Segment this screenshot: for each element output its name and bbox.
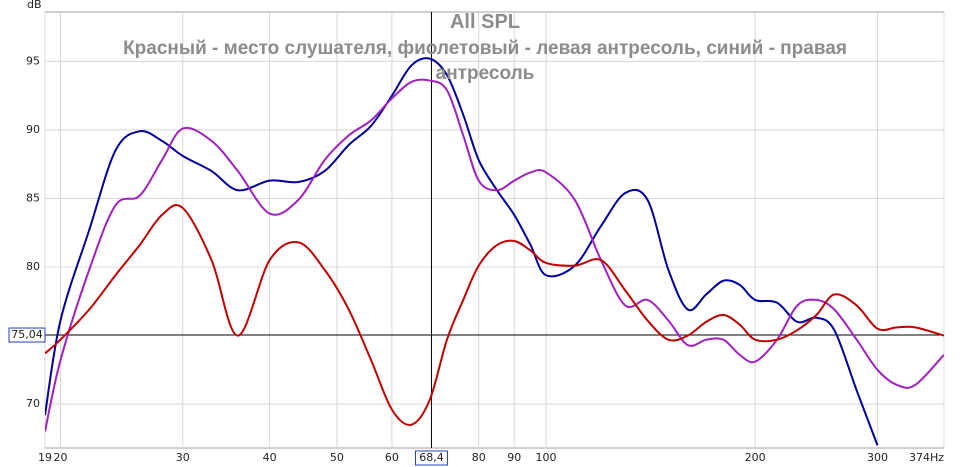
x-tick-label: 90 <box>507 451 521 464</box>
x-tick-label: 80 <box>472 451 486 464</box>
y-axis-label: dB <box>27 0 42 11</box>
x-tick-label: 30 <box>176 451 190 464</box>
plot-area <box>44 11 945 449</box>
cursor-label-box <box>414 450 448 466</box>
cursor-x-label: 68,4 <box>419 451 444 464</box>
y-tick-label: 70 <box>26 397 40 410</box>
x-tick-label: 20 <box>53 451 67 464</box>
y-tick-label: 85 <box>26 191 40 204</box>
x-tick-label: 374Hz <box>909 451 944 464</box>
chart-title: All SPL <box>449 11 520 33</box>
cursor-y-label: 75,04 <box>11 328 43 341</box>
x-tick-label: 200 <box>745 451 766 464</box>
x-tick-label: 40 <box>263 451 277 464</box>
series-line <box>45 78 944 432</box>
chart-subtitle: Красный - место слушателя, фиолетовый - … <box>123 38 847 84</box>
x-tick-label: 60 <box>385 451 399 464</box>
series-line <box>45 204 944 426</box>
x-tick-label: 300 <box>867 451 888 464</box>
x-tick-label: 19 <box>38 451 52 464</box>
y-tick-label: 90 <box>26 123 40 136</box>
y-tick-label: 80 <box>26 260 40 273</box>
cursor-label-box <box>8 327 46 343</box>
x-tick-label: 100 <box>536 451 557 464</box>
series-line <box>45 57 879 446</box>
x-tick-label: 50 <box>330 451 344 464</box>
y-tick-label: 95 <box>26 54 40 67</box>
